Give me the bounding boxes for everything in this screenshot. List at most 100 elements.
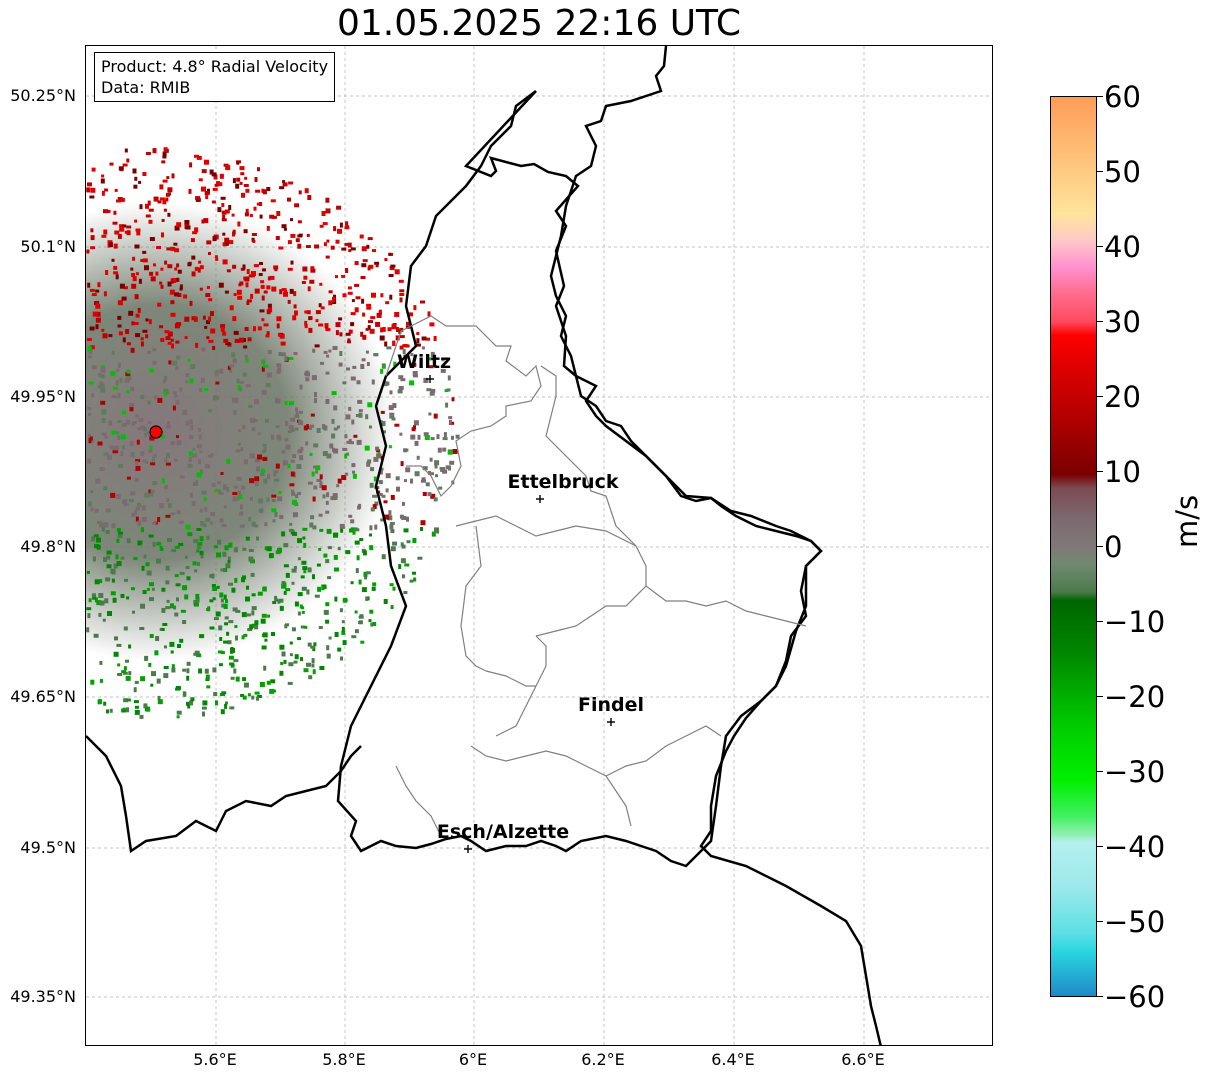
echo-pixel [212, 597, 216, 601]
echo-pixel [246, 299, 252, 303]
echo-pixel [229, 369, 233, 373]
echo-pixel [132, 168, 137, 174]
echo-pixel [171, 664, 175, 670]
echo-pixel [106, 550, 112, 555]
lon-label: 6.2°E [581, 1050, 625, 1069]
echo-pixel [406, 516, 409, 522]
echo-pixel [414, 440, 419, 446]
echo-pixel [134, 509, 138, 515]
echo-pixel [113, 210, 117, 215]
echo-pixel [168, 360, 172, 365]
echo-pixel [241, 485, 246, 490]
echo-pixel [170, 650, 174, 654]
echo-pixel [374, 261, 380, 265]
echo-pixel [109, 708, 113, 713]
echo-pixel [427, 470, 431, 475]
echo-pixel [399, 345, 404, 350]
echo-pixel [300, 657, 303, 662]
echo-pixel [149, 445, 153, 451]
echo-pixel [120, 556, 125, 560]
echo-pixel [120, 434, 126, 440]
echo-pixel [126, 158, 130, 163]
echo-pixel [205, 195, 209, 200]
echo-pixel [233, 293, 237, 296]
echo-pixel [332, 493, 338, 499]
echo-pixel [124, 148, 128, 153]
echo-pixel [164, 485, 169, 490]
echo-pixel [451, 435, 454, 440]
echo-pixel [322, 424, 326, 429]
echo-pixel [212, 667, 217, 673]
echo-pixel [367, 266, 371, 271]
echo-pixel [390, 494, 395, 500]
echo-pixel [271, 286, 277, 292]
echo-pixel [117, 300, 123, 306]
echo-pixel [228, 620, 234, 624]
echo-pixel [187, 705, 191, 709]
echo-pixel [131, 587, 135, 591]
echo-pixel [354, 307, 359, 313]
echo-pixel [351, 635, 357, 639]
echo-pixel [309, 279, 315, 284]
echo-pixel [101, 234, 107, 238]
echo-pixel [400, 542, 404, 547]
echo-pixel [184, 316, 190, 322]
echo-pixel [402, 574, 405, 579]
echo-pixel [132, 421, 137, 425]
echo-pixel [263, 323, 269, 327]
echo-pixel [316, 479, 322, 482]
echo-pixel [424, 435, 430, 440]
echo-pixel [361, 358, 366, 362]
echo-pixel [113, 445, 119, 451]
echo-pixel [185, 420, 190, 426]
echo-pixel [200, 521, 205, 526]
echo-pixel [243, 345, 248, 349]
echo-pixel [303, 668, 309, 673]
echo-pixel [251, 593, 256, 597]
echo-pixel [148, 534, 154, 538]
echo-pixel [174, 292, 180, 297]
echo-pixel [199, 508, 203, 513]
echo-pixel [121, 670, 127, 674]
echo-pixel [352, 473, 357, 479]
echo-pixel [350, 247, 356, 251]
echo-pixel [284, 400, 288, 405]
echo-pixel [95, 324, 99, 330]
echo-pixel [197, 267, 201, 273]
echo-pixel [89, 195, 95, 199]
echo-pixel [269, 688, 275, 694]
echo-pixel [196, 528, 202, 531]
radar-map[interactable] [85, 45, 993, 1046]
colorbar-tick-label: 50 [1104, 155, 1141, 189]
echo-pixel [236, 161, 240, 165]
echo-pixel [283, 659, 287, 664]
echo-pixel [220, 196, 226, 200]
echo-pixel [261, 468, 265, 473]
echo-pixel [174, 248, 180, 253]
echo-pixel [156, 246, 162, 249]
echo-pixel [399, 293, 405, 296]
echo-pixel [240, 447, 244, 452]
city-label-esch: Esch/Alzette [436, 821, 570, 843]
echo-pixel [421, 479, 426, 483]
echo-pixel [139, 540, 143, 545]
echo-pixel [166, 599, 170, 603]
echo-pixel [135, 459, 141, 463]
echo-pixel [179, 638, 184, 643]
echo-pixel [231, 213, 235, 217]
echo-pixel [189, 378, 194, 384]
echo-pixel [248, 517, 252, 522]
echo-pixel [157, 695, 161, 700]
echo-pixel [354, 261, 359, 265]
echo-pixel [233, 410, 237, 415]
echo-pixel [122, 163, 128, 167]
echo-pixel [221, 691, 227, 695]
echo-pixel [237, 295, 243, 300]
echo-pixel [266, 285, 271, 290]
echo-pixel [222, 242, 226, 247]
echo-pixel [176, 263, 180, 268]
echo-pixel [223, 604, 228, 609]
echo-pixel [227, 365, 231, 370]
echo-pixel [368, 264, 374, 269]
echo-pixel [118, 531, 124, 535]
